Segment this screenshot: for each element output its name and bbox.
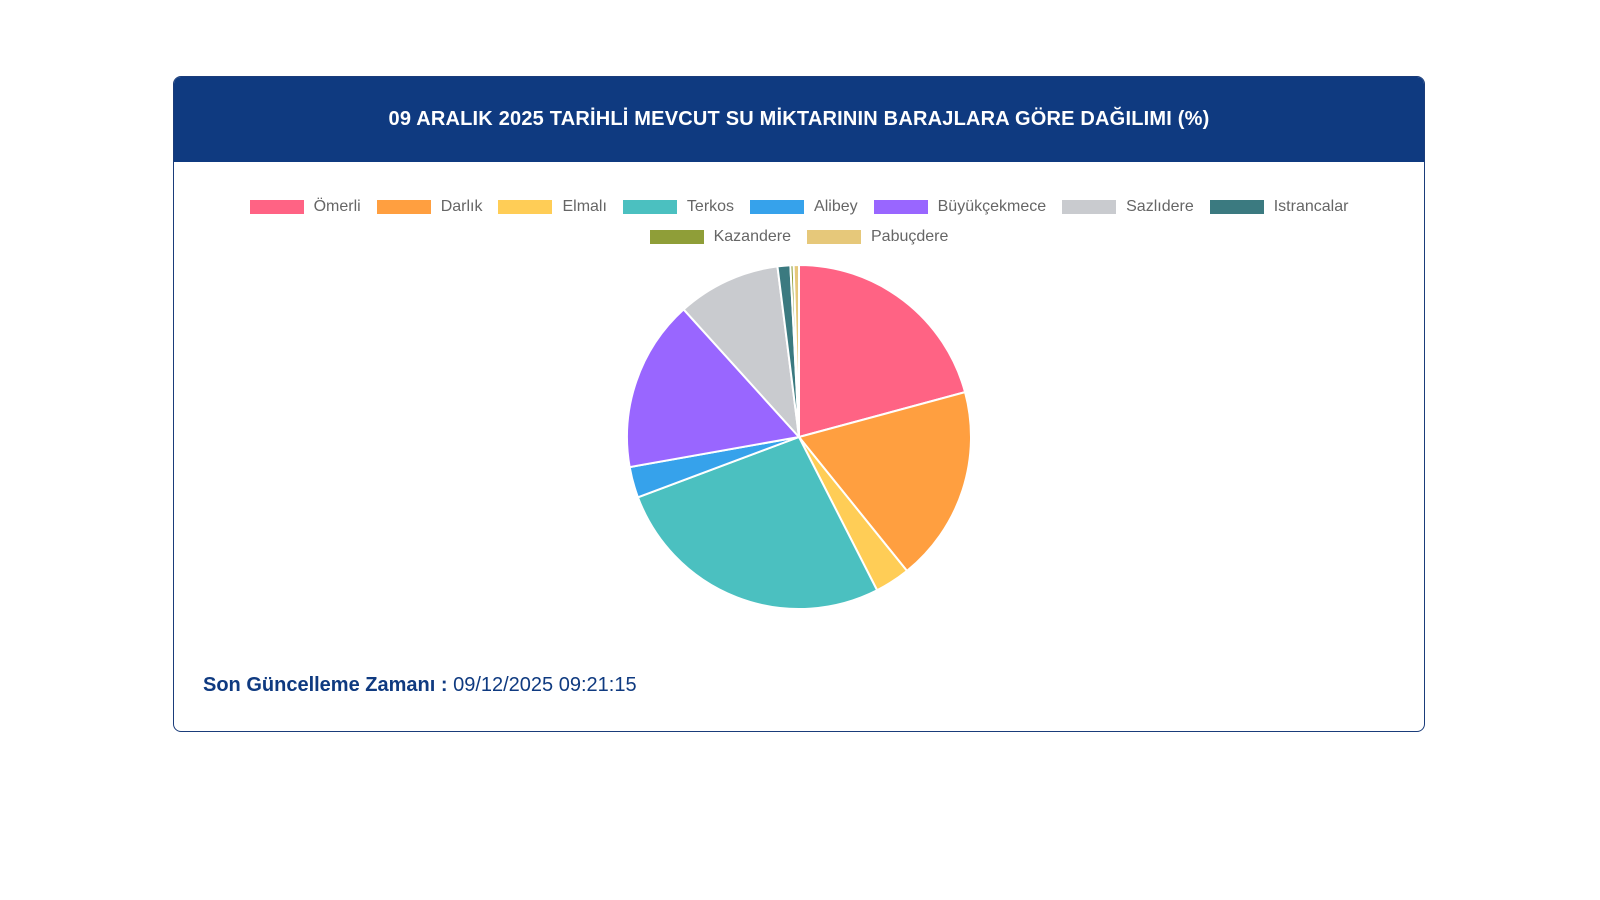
legend-label: Istrancalar: [1273, 198, 1349, 215]
legend-item[interactable]: Ömerli: [249, 197, 361, 217]
legend-item[interactable]: Büyükçekmece: [873, 197, 1047, 217]
legend-label: Terkos: [686, 198, 735, 215]
pie-slice[interactable]: [797, 390, 972, 573]
last-update: Son Güncelleme Zamanı : 09/12/2025 09:21…: [203, 674, 637, 697]
chart-card: 09 ARALIK 2025 TARİHLİ MEVCUT SU MİKTARI…: [173, 76, 1425, 732]
pie-slice[interactable]: [798, 263, 967, 439]
legend-label: Kazandere: [713, 228, 791, 245]
last-update-value: 09/12/2025 09:21:15: [453, 674, 637, 696]
legend-item[interactable]: Elmalı: [498, 197, 607, 217]
legend-swatch: [622, 200, 677, 214]
pie-slice[interactable]: [792, 263, 800, 438]
legend-swatch: [807, 230, 861, 244]
pie-chart: [626, 263, 972, 610]
legend-label: Darlık: [440, 198, 483, 215]
chart-title-bar: 09 ARALIK 2025 TARİHLİ MEVCUT SU MİKTARI…: [174, 77, 1424, 162]
pie-slice[interactable]: [682, 265, 801, 441]
legend-label: Büyükçekmece: [937, 198, 1047, 215]
legend-label: Ömerli: [313, 198, 361, 215]
legend-swatch: [649, 230, 704, 244]
legend-swatch: [498, 200, 553, 214]
legend-label: Pabuçdere: [871, 228, 949, 245]
legend-item[interactable]: Pabuçdere: [807, 227, 948, 247]
legend-item[interactable]: Sazlıdere: [1062, 197, 1194, 217]
legend-swatch: [1209, 200, 1264, 214]
legend-swatch: [750, 200, 805, 214]
legend-swatch: [873, 200, 928, 214]
chart-title: 09 ARALIK 2025 TARİHLİ MEVCUT SU MİKTARI…: [388, 108, 1210, 130]
chart-legend: Ömerli Darlık Elmalı Terkos Alibey Büyükçekme…: [174, 197, 1424, 247]
legend-label: Elmalı: [562, 198, 607, 215]
pie-chart-area: [174, 257, 1424, 617]
last-update-label: Son Güncelleme Zamanı :: [203, 674, 448, 696]
legend-swatch: [249, 200, 304, 214]
legend-item[interactable]: Kazandere: [649, 227, 791, 247]
legend-swatch: [376, 200, 431, 214]
legend-item[interactable]: Darlık: [376, 197, 483, 217]
legend-item[interactable]: Istrancalar: [1209, 197, 1349, 217]
legend-swatch: [1062, 200, 1117, 214]
legend-label: Sazlıdere: [1126, 198, 1194, 215]
pie-slice[interactable]: [636, 435, 879, 610]
legend-label: Alibey: [814, 198, 858, 215]
legend-item[interactable]: Terkos: [622, 197, 735, 217]
legend-item[interactable]: Alibey: [750, 197, 858, 217]
pie-slice[interactable]: [626, 308, 801, 469]
